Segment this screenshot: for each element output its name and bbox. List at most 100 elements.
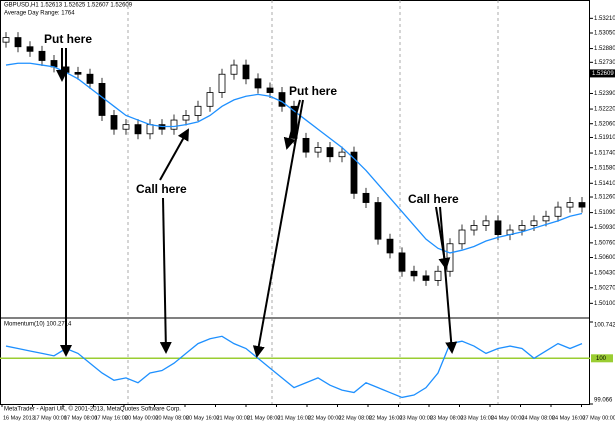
y-tick-label: 1.52060 <box>594 121 615 127</box>
candle-body <box>350 151 358 194</box>
footer: MetaTrader - Alpari UK, © 2001-2013, Met… <box>4 406 181 413</box>
annotations: Put here Call here Put here Call here <box>44 32 459 358</box>
y-tick-label: 1.50600 <box>594 255 615 261</box>
y-tick-label: 1.50760 <box>594 240 615 246</box>
y-tick-label: 1.53050 <box>594 31 615 37</box>
moving-average <box>5 62 583 254</box>
y-tick-label: 1.51910 <box>594 135 615 141</box>
y-tick-label: 1.51090 <box>594 210 615 216</box>
candle-body <box>254 78 262 89</box>
candle-body <box>122 124 130 130</box>
candle-body <box>374 202 382 240</box>
candle-body <box>14 37 22 48</box>
candle-body <box>398 252 406 272</box>
candle-body <box>470 225 478 231</box>
chart-title: GBPUSD,H1 1.52613 1.52625 1.52607 1.5260… <box>4 3 133 9</box>
candle-body <box>518 225 526 231</box>
y-tick-label: 1.50270 <box>594 285 615 291</box>
y-tick-label: 1.51580 <box>594 165 615 171</box>
level-box <box>591 354 613 363</box>
candle-body <box>182 115 190 121</box>
candle-body <box>302 137 310 153</box>
y-tick-label: 1.50930 <box>594 225 615 231</box>
arrow <box>439 206 458 354</box>
candle-body <box>134 124 142 135</box>
candle-body <box>458 229 466 245</box>
level-label: 100 <box>596 356 607 362</box>
candle-body <box>578 202 586 208</box>
day-separators <box>127 0 499 404</box>
chart-subtitle: Average Day Range: 1764 <box>4 11 75 17</box>
candle-body <box>338 151 346 158</box>
candle-body <box>266 87 274 93</box>
x-tick-label: 23 May 16:00 <box>461 415 494 421</box>
arrow <box>159 128 189 181</box>
x-tick-label: 23 May 00:00 <box>400 415 433 421</box>
candle-body <box>2 37 10 43</box>
current-price-label: 1.52609 <box>592 71 614 77</box>
x-tick-label: 24 May 16:00 <box>552 415 585 421</box>
candle-body <box>74 71 82 75</box>
candle-body <box>446 243 454 272</box>
x-tick-label: 20 May 08:00 <box>156 415 189 421</box>
candle-body <box>422 275 430 281</box>
candle-body <box>314 147 322 153</box>
candle-body <box>194 105 202 116</box>
candle-body <box>434 270 442 281</box>
arrow <box>159 197 172 354</box>
x-tick-label: 22 May 00:00 <box>308 415 341 421</box>
y-tick-label: 1.51410 <box>594 181 615 187</box>
candle-body <box>494 220 502 236</box>
y-tick-label: 1.51260 <box>594 195 615 201</box>
x-tick-label: 24 May 00:00 <box>491 415 524 421</box>
y-tick-label: 99.066 <box>594 398 613 404</box>
annotation: Put here <box>44 32 92 46</box>
candle-body <box>362 192 370 203</box>
candle-body <box>566 202 574 208</box>
x-tick-label: 22 May 08:00 <box>339 415 372 421</box>
candle-body <box>410 270 418 277</box>
y-tick-label: 1.52390 <box>594 91 615 97</box>
y-tick-label: 1.52730 <box>594 60 615 66</box>
candle-body <box>206 92 214 107</box>
candle-body <box>218 73 226 93</box>
y-tick-label: 1.50430 <box>594 271 615 277</box>
candle-body <box>386 238 394 254</box>
x-tick-label: 22 May 16:00 <box>369 415 402 421</box>
x-tick-label: 20 May 00:00 <box>125 415 158 421</box>
candle-body <box>242 64 250 80</box>
x-tick-label: 27 May 00:00 <box>583 415 615 421</box>
candle-body <box>86 73 94 84</box>
x-tick-label: 24 May 08:00 <box>522 415 555 421</box>
x-tick-label: 21 May 08:00 <box>247 415 280 421</box>
x-tick-label: 17 May 08:00 <box>64 415 97 421</box>
y-tick-label: 1.52880 <box>594 46 615 52</box>
candle-body <box>326 147 334 158</box>
candle-body <box>482 220 490 226</box>
candle-body <box>110 115 118 130</box>
x-tick-label: 23 May 08:00 <box>430 415 463 421</box>
annotation: Call here <box>408 192 459 206</box>
annotation: Call here <box>136 182 187 196</box>
x-tick-label: 21 May 00:00 <box>217 415 250 421</box>
arrow <box>252 99 304 358</box>
candle-body <box>542 215 550 222</box>
current-price-box <box>590 69 615 78</box>
y-tick-label: 100.742 <box>594 323 615 329</box>
candle-body <box>26 46 34 52</box>
x-tick-label: 17 May 16:00 <box>95 415 128 421</box>
candle-body <box>230 64 238 75</box>
annotation: Put here <box>289 84 337 98</box>
y-tick-label: 1.51740 <box>594 151 615 157</box>
candle-body <box>38 50 46 61</box>
candle-body <box>278 92 286 107</box>
indicator-line <box>5 335 583 399</box>
indicator-title: Momentum(10) 100.2714 <box>4 322 72 328</box>
x-tick-label: 20 May 16:00 <box>186 415 219 421</box>
y-tick-label: 1.50100 <box>594 301 615 307</box>
x-tick-label: 21 May 16:00 <box>278 415 311 421</box>
candle-body <box>554 206 562 217</box>
candle-body <box>530 220 538 226</box>
